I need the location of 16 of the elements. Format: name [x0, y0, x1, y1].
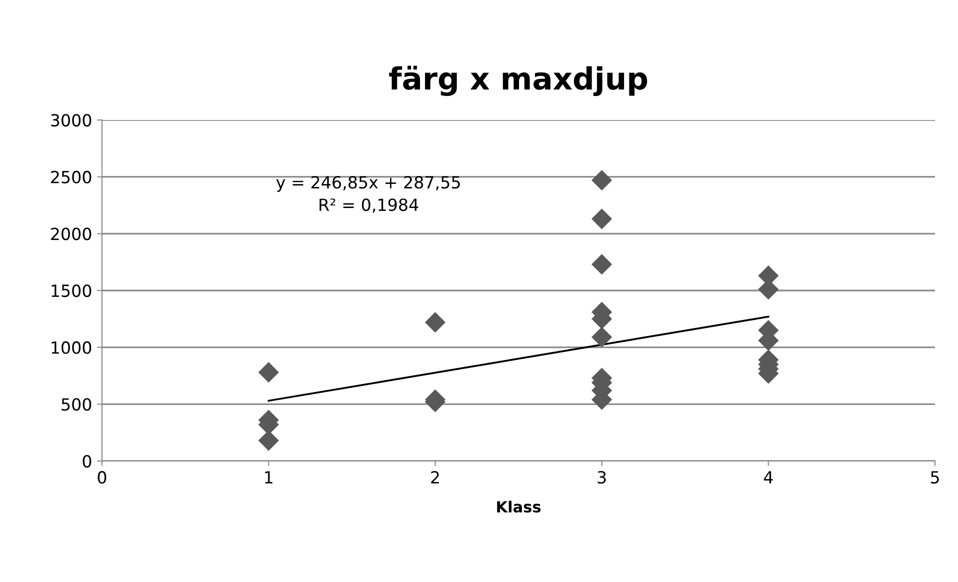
chart-title: färg x maxdjup: [389, 66, 648, 96]
annotation: y = 246,85x + 287,55 R² = 0,1984: [276, 176, 460, 213]
x-axis-title: Klass: [497, 500, 541, 513]
x-tick-label: 1: [265, 471, 272, 484]
y-tick-label: 1500: [52, 284, 92, 298]
y-tick-label: 1000: [52, 341, 92, 354]
x-tick-label: 2: [431, 471, 439, 484]
y-tick-label: 2000: [51, 228, 92, 240]
x-tick-label: 4: [764, 471, 773, 484]
x-tick-label: 5: [930, 471, 939, 484]
y-tick-label: 2500: [51, 170, 92, 184]
x-tick-label: 3: [598, 471, 606, 484]
x-tick-label: 0: [98, 471, 106, 484]
y-tick-label: 0: [82, 454, 92, 468]
y-tick-label: 3000: [51, 114, 92, 127]
y-tick-label: 500: [62, 398, 92, 411]
